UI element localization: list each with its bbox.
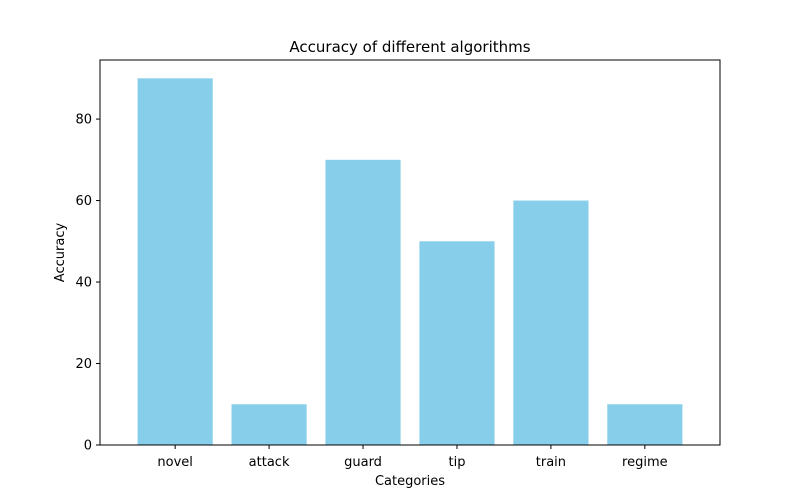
x-tick-label: guard xyxy=(344,455,382,470)
bar-regime xyxy=(607,404,683,445)
chart-title: Accuracy of different algorithms xyxy=(289,38,530,56)
x-axis-label: Categories xyxy=(375,474,445,489)
y-tick-label: 40 xyxy=(75,276,92,291)
y-tick-label: 80 xyxy=(75,113,92,128)
x-tick-label: novel xyxy=(157,455,193,470)
x-axis: novel attack guard tip train regime xyxy=(157,445,668,470)
bars-layer xyxy=(137,78,683,445)
bar-novel xyxy=(137,78,213,445)
bar-train xyxy=(513,200,589,445)
y-tick-label: 20 xyxy=(75,357,92,372)
plot-frame xyxy=(99,59,721,446)
x-tick-label: regime xyxy=(622,455,668,470)
x-tick-label: attack xyxy=(249,455,290,470)
y-tick-label: 0 xyxy=(84,439,92,454)
bar-tip xyxy=(419,241,495,445)
y-axis-label: Accuracy xyxy=(53,223,68,283)
bar-attack xyxy=(231,404,307,445)
x-tick-label: train xyxy=(536,455,566,470)
y-axis: 0 20 40 60 80 xyxy=(75,113,100,454)
x-tick-label: tip xyxy=(448,455,465,470)
bar-guard xyxy=(325,159,401,445)
y-tick-label: 60 xyxy=(75,194,92,209)
